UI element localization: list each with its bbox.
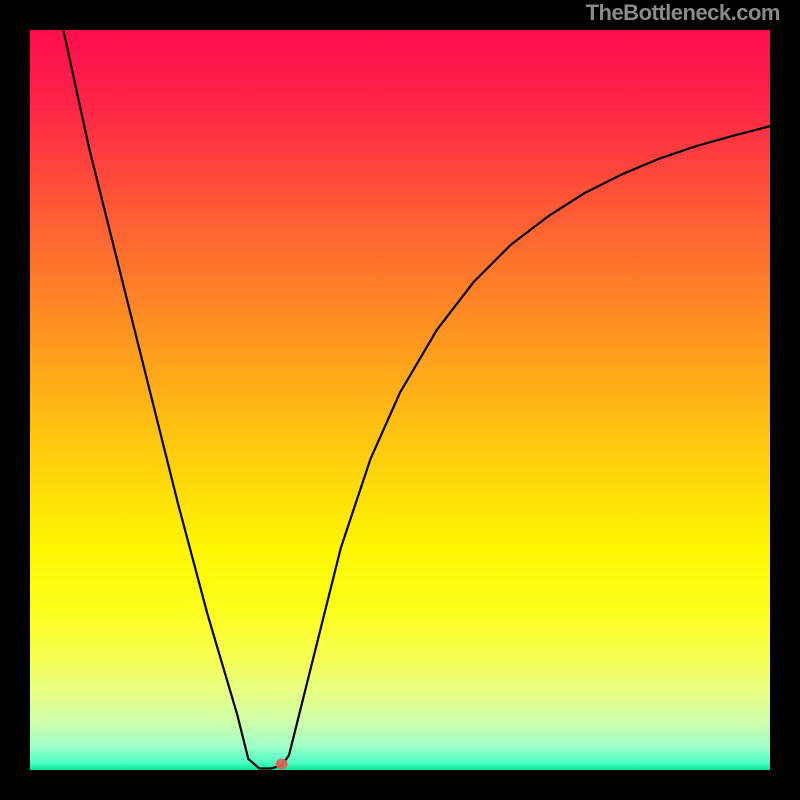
watermark-text: TheBottleneck.com (586, 0, 780, 26)
minimum-marker (276, 759, 288, 770)
plot-area (30, 30, 770, 770)
curve-line (63, 30, 770, 769)
curve-overlay (30, 30, 770, 770)
